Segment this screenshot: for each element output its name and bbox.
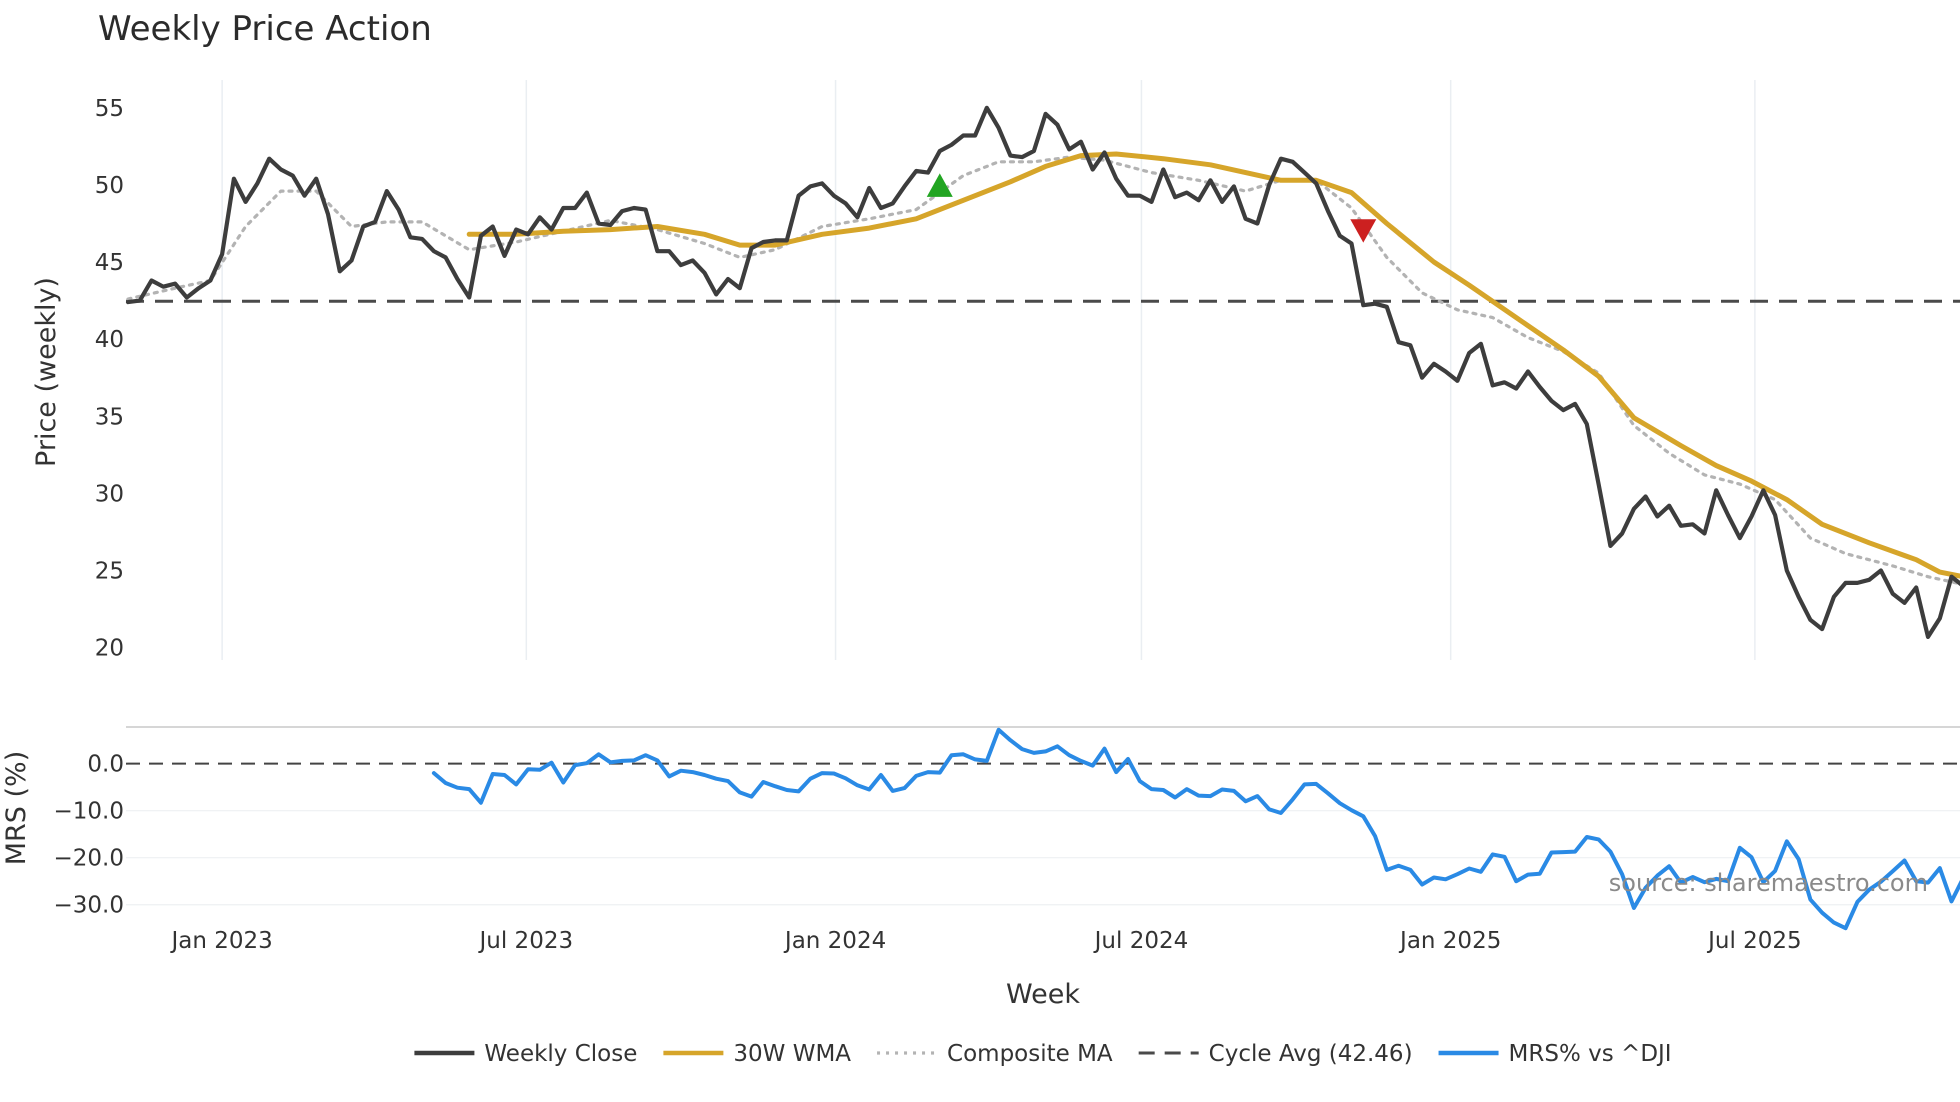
x-tick-label-jul-2023: Jul 2023	[478, 928, 574, 954]
series-30w-wma	[466, 151, 1960, 579]
chart-title: Weekly Price Action	[98, 9, 432, 49]
price-y-tick-labels: 20 25 30 35 40 45 50 55	[95, 96, 124, 662]
x-tick-label-jul-2025: Jul 2025	[1706, 928, 1802, 954]
price-series-group	[125, 105, 1960, 639]
price-y-tick-20: 20	[95, 636, 124, 662]
sell-signal-marker	[1350, 219, 1377, 243]
mrs-axis-title: MRS (%)	[1, 751, 32, 866]
legend-label-30w-wma: 30W WMA	[733, 1041, 851, 1067]
mrs-gridlines	[126, 762, 1960, 906]
price-y-tick-40: 40	[95, 327, 124, 353]
price-y-tick-45: 45	[95, 250, 124, 276]
mrs-y-tick-2: −20.0	[54, 846, 124, 872]
price-y-tick-30: 30	[95, 481, 124, 507]
mrs-y-tick-labels: 0.0 −10.0 −20.0 −30.0	[54, 752, 124, 919]
mrs-y-tick-1: −10.0	[54, 799, 124, 825]
series-mrs-vs-dji	[431, 727, 1960, 931]
series-composite-ma	[126, 155, 1960, 586]
x-tick-labels: Jan 2023 Jul 2023 Jan 2024 Jul 2024 Jan 2025…	[169, 928, 1801, 954]
x-tick-label-jan-2023: Jan 2023	[169, 928, 272, 954]
source-watermark: source: sharemaestro.com	[1609, 869, 1928, 897]
price-y-tick-55: 55	[95, 96, 124, 122]
legend-label-cycle-avg-42-46: Cycle Avg (42.46)	[1209, 1041, 1413, 1067]
price-y-tick-25: 25	[95, 559, 124, 585]
mrs-y-tick-3: −30.0	[54, 893, 124, 919]
legend-label-mrs-vs-dji: MRS% vs ^DJI	[1509, 1041, 1672, 1067]
legend-label-weekly-close: Weekly Close	[484, 1041, 637, 1067]
mrs-y-tick-0: 0.0	[87, 752, 124, 778]
legend: Weekly Close 30W WMA Composite MA Cycle Avg…	[414, 1041, 1672, 1067]
price-axis-title: Price (weekly)	[31, 277, 62, 467]
legend-label-composite-ma: Composite MA	[947, 1041, 1113, 1067]
x-axis-title: Week	[1006, 979, 1080, 1010]
x-tick-label-jan-2024: Jan 2024	[783, 928, 886, 954]
price-y-tick-50: 50	[95, 173, 124, 199]
mrs-series-group	[431, 727, 1960, 931]
price-y-tick-35: 35	[95, 404, 124, 430]
price-gridlines	[221, 80, 1756, 660]
x-tick-label-jul-2024: Jul 2024	[1093, 928, 1189, 954]
signal-markers	[926, 173, 1377, 243]
x-tick-label-jan-2025: Jan 2025	[1398, 928, 1501, 954]
buy-signal-marker	[926, 173, 953, 197]
series-weekly-close	[125, 105, 1960, 639]
